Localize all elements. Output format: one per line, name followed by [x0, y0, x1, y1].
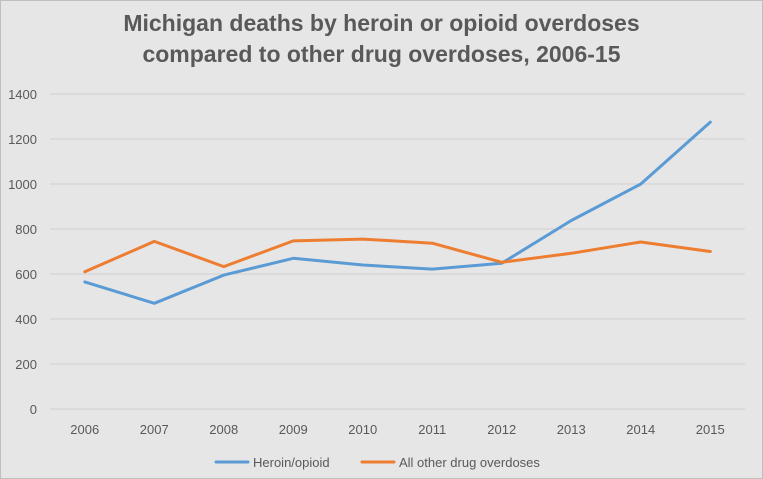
x-tick-label: 2006	[70, 422, 99, 437]
series-line-heroin-opioid	[83, 120, 712, 305]
y-tick-label: 0	[30, 402, 37, 417]
x-tick-label: 2011	[418, 422, 446, 437]
y-tick-label: 1200	[8, 132, 37, 147]
x-tick-label: 2010	[348, 422, 377, 437]
y-tick-label: 1400	[8, 87, 37, 102]
x-axis-tick-labels: 2006 2007 2008 2009 2010 2011 2012 2013 2014 2015	[70, 422, 724, 437]
legend: Heroin/opioid All other drug overdoses	[214, 455, 540, 470]
gridlines	[50, 93, 745, 410]
chart-title: Michigan deaths by heroin or opioid over…	[0, 8, 763, 70]
series-line-other-drugs	[83, 237, 712, 274]
y-tick-label: 1000	[8, 177, 37, 192]
y-tick-label: 800	[15, 222, 37, 237]
y-tick-label: 400	[15, 312, 37, 327]
x-tick-label: 2007	[140, 422, 169, 437]
series-lines	[83, 120, 712, 305]
x-tick-label: 2014	[626, 422, 655, 437]
x-tick-label: 2015	[696, 422, 725, 437]
y-tick-label: 600	[15, 267, 37, 282]
x-tick-label: 2009	[279, 422, 308, 437]
legend-label: All other drug overdoses	[399, 455, 540, 470]
y-axis-tick-labels: 0 200 400 600 800 1000 1200 1400	[8, 87, 37, 417]
y-tick-label: 200	[15, 357, 37, 372]
x-tick-label: 2012	[487, 422, 516, 437]
x-tick-label: 2013	[557, 422, 586, 437]
legend-label: Heroin/opioid	[253, 455, 330, 470]
x-tick-label: 2008	[209, 422, 238, 437]
chart-title-line-2: compared to other drug overdoses, 2006-1…	[142, 41, 621, 67]
chart-title-line-1: Michigan deaths by heroin or opioid over…	[123, 10, 640, 36]
